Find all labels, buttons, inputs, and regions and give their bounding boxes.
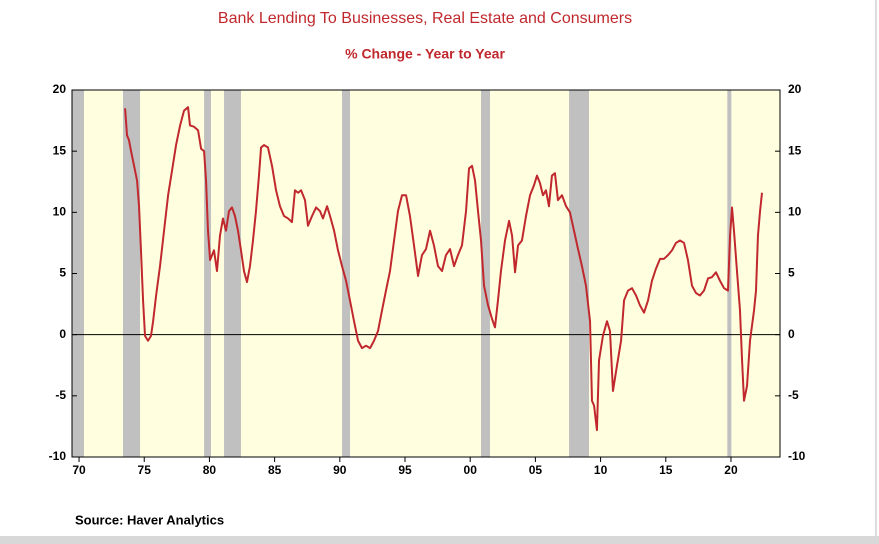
y-tick-label: 5 — [59, 266, 66, 280]
bottom-bar — [0, 536, 879, 544]
y2-tick-label: 5 — [788, 266, 795, 280]
y-tick-label: 20 — [53, 82, 67, 96]
x-tick-label: 10 — [594, 463, 608, 477]
x-tick-label: 15 — [659, 463, 673, 477]
chart-subtitle: % Change - Year to Year — [345, 46, 505, 62]
recession-band — [122, 90, 141, 457]
x-tick-label: 85 — [268, 463, 282, 477]
y2-tick-label: -10 — [788, 449, 806, 463]
x-tick-label: 90 — [333, 463, 347, 477]
y-tick-label: 0 — [59, 327, 66, 341]
x-tick-label: 00 — [464, 463, 478, 477]
y-tick-label: 15 — [53, 143, 67, 157]
y2-tick-label: 0 — [788, 327, 795, 341]
x-tick-label: 20 — [724, 463, 738, 477]
recession-band — [569, 90, 589, 457]
x-tick-label: 75 — [138, 463, 152, 477]
y-tick-label: -5 — [55, 388, 66, 402]
recession-band — [224, 90, 241, 457]
recession-band — [72, 90, 84, 457]
y2-tick-label: 10 — [788, 205, 802, 219]
recession-band — [204, 90, 211, 457]
data-line — [124, 106, 764, 432]
y2-tick-label: -5 — [788, 388, 799, 402]
x-tick-label: 70 — [72, 463, 86, 477]
source-note: Source: Haver Analytics — [75, 512, 224, 527]
recession-band — [481, 90, 491, 457]
x-tick-label: 95 — [398, 463, 412, 477]
recession-band — [342, 90, 350, 457]
plot-background — [72, 90, 780, 457]
y2-tick-label: 20 — [788, 82, 802, 96]
plot-frame — [71, 89, 781, 458]
x-tick-label: 80 — [203, 463, 217, 477]
y-tick-label: 10 — [53, 205, 67, 219]
chart-title: Bank Lending To Businesses, Real Estate … — [218, 10, 632, 27]
y2-tick-label: 15 — [788, 143, 802, 157]
x-tick-label: 05 — [529, 463, 543, 477]
y-tick-label: -10 — [49, 449, 67, 463]
